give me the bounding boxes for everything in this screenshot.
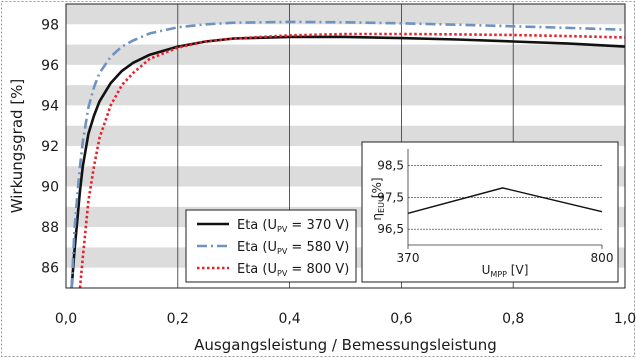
series-line bbox=[70, 20, 625, 288]
inset-y-tick-label: 97,5 bbox=[377, 190, 404, 204]
inset-line bbox=[407, 187, 603, 214]
inset-frame bbox=[361, 141, 619, 283]
y-tick-label: 86 bbox=[41, 261, 59, 277]
legend-label: Eta (UPV = 800 V) bbox=[237, 262, 349, 278]
x-tick-label: 0,4 bbox=[278, 311, 300, 327]
grid-band bbox=[66, 85, 625, 106]
series-group bbox=[70, 20, 625, 288]
grid-band bbox=[66, 125, 625, 146]
y-tick-labels: 86 88 90 92 94 96 98 bbox=[41, 17, 59, 276]
x-tick-label: 0,6 bbox=[390, 311, 412, 327]
legend-label: Eta (UPV = 580 V) bbox=[237, 240, 349, 256]
legend-label: Eta (UPV = 370 V) bbox=[237, 218, 349, 234]
inset-x-axis-title: UMPP [V] bbox=[482, 263, 529, 279]
inset-chart: 98,5 97,5 96,5 370 800 UMPP [V] ηEU [%] bbox=[361, 141, 619, 283]
x-tick-label: 0,8 bbox=[502, 311, 524, 327]
y-tick-label: 88 bbox=[41, 220, 59, 236]
inset-y-axis-title: ηEU [%] bbox=[370, 177, 386, 220]
x-tick-label: 0,2 bbox=[167, 311, 189, 327]
y-tick-label: 98 bbox=[41, 17, 59, 33]
x-tick-labels: 0,0 0,2 0,4 0,6 0,8 1,0 bbox=[55, 311, 636, 327]
y-tick-label: 96 bbox=[41, 58, 59, 74]
y-tick-label: 92 bbox=[41, 139, 59, 155]
inset-x-tick-label: 800 bbox=[591, 251, 614, 265]
y-axis-title: Wirkungsgrad [%] bbox=[8, 79, 26, 214]
plot-border bbox=[65, 3, 626, 289]
grid-band bbox=[66, 4, 625, 25]
grid-band bbox=[66, 44, 625, 65]
legend-box bbox=[185, 209, 357, 283]
inset-y-tick-label: 98,5 bbox=[377, 159, 404, 173]
y-tick-label: 90 bbox=[41, 180, 59, 196]
inset-x-tick-label: 370 bbox=[397, 251, 420, 265]
x-tick-label: 0,0 bbox=[55, 311, 77, 327]
x-axis-title: Ausgangsleistung / Bemessungsleistung bbox=[194, 336, 497, 354]
legend: Eta (UPV = 370 V) Eta (UPV = 580 V) Eta (U… bbox=[185, 209, 357, 283]
series-line bbox=[70, 35, 625, 288]
inset-y-tick-label: 96,5 bbox=[377, 222, 404, 236]
x-tick-label: 1,0 bbox=[614, 311, 636, 327]
y-tick-label: 94 bbox=[41, 98, 59, 114]
